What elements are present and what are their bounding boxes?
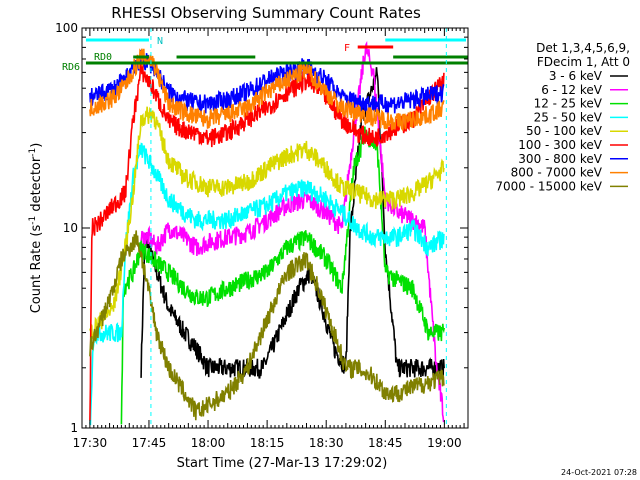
series-line-8 bbox=[89, 230, 445, 421]
legend-entry-label: 12 - 25 keV bbox=[534, 97, 603, 111]
flag-label-rd6: RD6 bbox=[62, 62, 80, 73]
legend-entry-label: 6 - 12 keV bbox=[541, 83, 603, 97]
legend: Det 1,3,4,5,6,9, FDecim 1, Att 0 3 - 6 k… bbox=[495, 41, 630, 193]
flag-label-n: N bbox=[157, 36, 163, 47]
y-tick-label: 10 bbox=[63, 221, 78, 235]
flag-label-rd0: RD0 bbox=[94, 52, 112, 63]
legend-header-line-1: Det 1,3,4,5,6,9, bbox=[536, 41, 630, 55]
y-axis-label: Count Rate (s-1 detector-1) bbox=[28, 143, 44, 314]
flag-label-f: F bbox=[344, 43, 350, 54]
legend-entry-label: 50 - 100 keV bbox=[526, 124, 603, 138]
x-axis-label: Start Time (27-Mar-13 17:29:02) bbox=[177, 456, 388, 471]
axes-layer: 1 10 100 17:30 17:45 18:00 18:15 18:30 18:45 19:0… bbox=[55, 21, 468, 450]
legend-entry-label: 800 - 7000 keV bbox=[511, 166, 603, 180]
chart-title: RHESSI Observing Summary Count Rates bbox=[111, 4, 421, 22]
series-line-2 bbox=[120, 126, 445, 425]
x-tick-label: 17:45 bbox=[132, 436, 167, 450]
series-line-4 bbox=[89, 106, 445, 341]
legend-entry-label: 25 - 50 keV bbox=[534, 110, 603, 124]
x-tick-label: 18:45 bbox=[368, 436, 403, 450]
series-line-3 bbox=[89, 142, 445, 426]
y-tick-label: 1 bbox=[70, 421, 78, 435]
x-tick-label: 18:00 bbox=[191, 436, 226, 450]
legend-entry-label: 300 - 800 keV bbox=[518, 152, 602, 166]
flags-layer: RD0 RD6 N F bbox=[62, 28, 468, 428]
y-tick-label: 100 bbox=[55, 21, 78, 35]
x-tick-label: 19:00 bbox=[427, 436, 462, 450]
series-line-0 bbox=[140, 67, 445, 379]
x-tick-label: 18:15 bbox=[250, 436, 285, 450]
x-tick-label: 18:30 bbox=[309, 436, 344, 450]
legend-entry-label: 7000 - 15000 keV bbox=[495, 179, 602, 193]
legend-header-line-2: FDecim 1, Att 0 bbox=[537, 55, 630, 69]
series-line-5 bbox=[89, 61, 445, 421]
legend-entry-label: 3 - 6 keV bbox=[549, 69, 603, 83]
footer-timestamp: 24-Oct-2021 07:28 bbox=[561, 468, 637, 477]
x-tick-label: 17:30 bbox=[73, 436, 108, 450]
legend-entry-label: 100 - 300 keV bbox=[518, 138, 602, 152]
